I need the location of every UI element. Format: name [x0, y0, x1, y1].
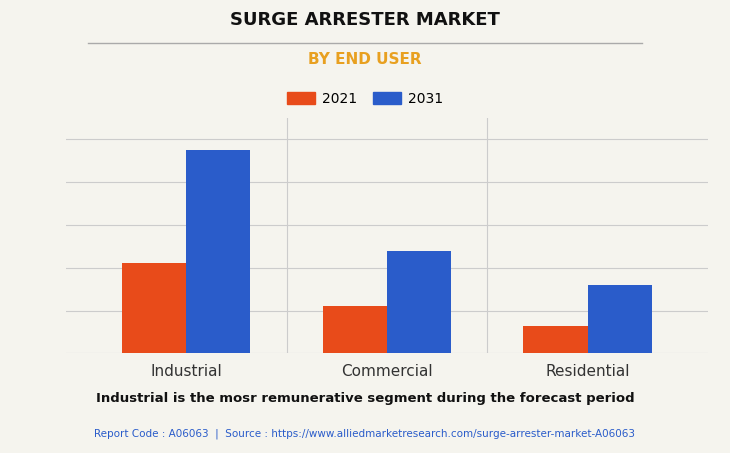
Legend: 2021, 2031: 2021, 2031: [281, 86, 449, 111]
Bar: [323, 306, 387, 353]
Bar: [122, 263, 186, 353]
Bar: [523, 326, 588, 353]
Text: Report Code : A06063  |  Source : https://www.alliedmarketresearch.com/surge-arr: Report Code : A06063 | Source : https://…: [94, 428, 636, 439]
Bar: [387, 251, 451, 353]
Text: Industrial is the mosr remunerative segment during the forecast period: Industrial is the mosr remunerative segm…: [96, 392, 634, 405]
Text: BY END USER: BY END USER: [308, 52, 422, 67]
Bar: [186, 150, 250, 353]
Text: SURGE ARRESTER MARKET: SURGE ARRESTER MARKET: [230, 11, 500, 29]
Bar: [588, 285, 652, 353]
